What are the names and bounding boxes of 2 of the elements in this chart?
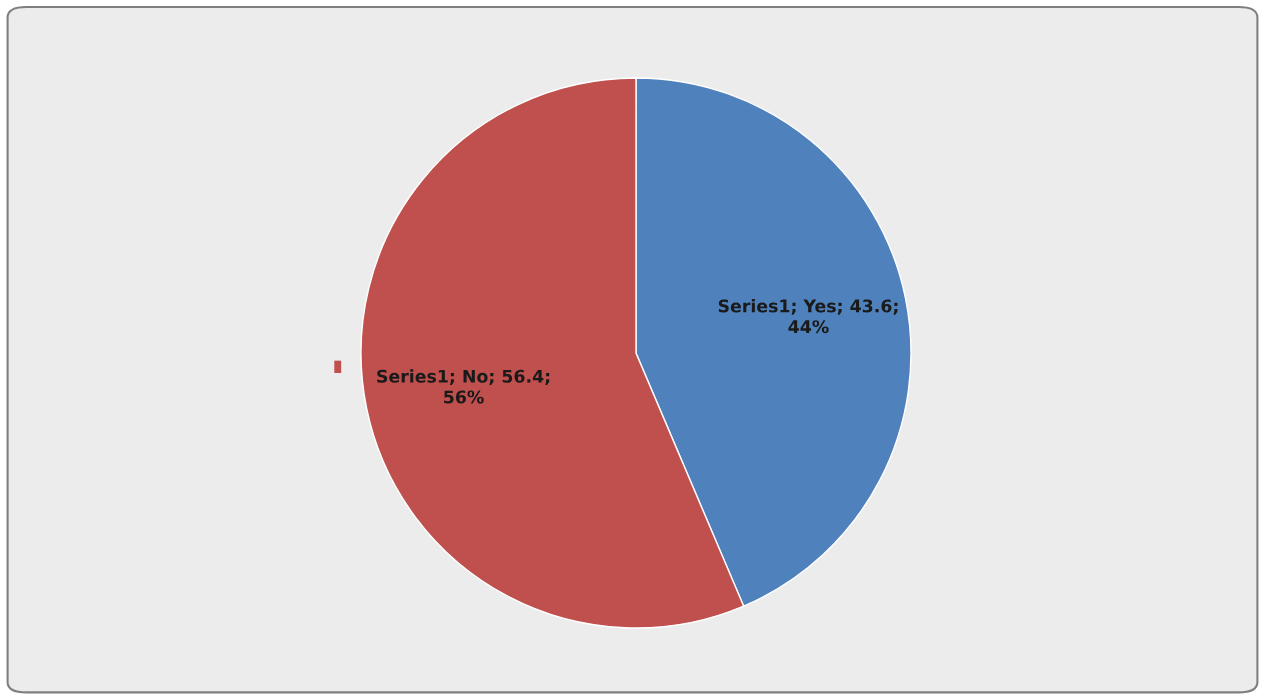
data-label: Series1; Yes; 43.6; 44% xyxy=(718,299,898,334)
data-label: Series1; No; 56.4; 56% xyxy=(377,369,550,404)
